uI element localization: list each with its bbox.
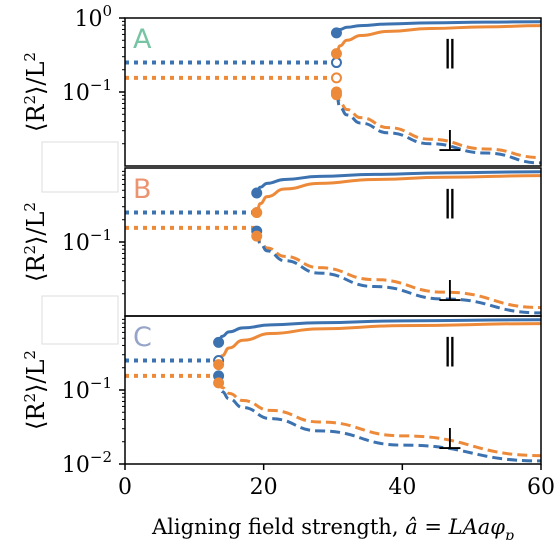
transition-point-orange bbox=[330, 89, 342, 101]
transition-point-orange bbox=[251, 230, 263, 242]
x-tick-label: 40 bbox=[388, 475, 416, 500]
transition-point-blue bbox=[330, 27, 342, 39]
label-spacer bbox=[41, 141, 119, 193]
panel-letter: C bbox=[133, 322, 152, 353]
x-tick-label: 60 bbox=[527, 475, 555, 500]
perpendicular-curve-blue bbox=[217, 375, 541, 463]
y-tick-label: 100 bbox=[74, 2, 112, 32]
panels: A ∥ ⊥ 100 10−1 ⟨R2⟩/L2 B ∥ ⊥ 10−1 ⟨R2⟩/L2 C ∥ ⊥ 10−1 10… bbox=[21, 2, 542, 478]
y-tick-label: 10−1 bbox=[62, 226, 112, 256]
parallel-label: ∥ bbox=[443, 333, 458, 368]
transition-point-blue bbox=[330, 57, 342, 69]
panel-a: A ∥ ⊥ 100 10−1 ⟨R2⟩/L2 bbox=[21, 2, 542, 167]
y-axis-label: ⟨R2⟩/L2 bbox=[21, 350, 50, 430]
plot-area bbox=[125, 170, 541, 315]
parallel-curve-orange bbox=[255, 174, 541, 215]
parallel-curve-blue bbox=[217, 318, 541, 344]
panel-letter: A bbox=[133, 24, 152, 55]
y-tick-label: 10−2 bbox=[62, 448, 112, 478]
transition-point-blue bbox=[213, 336, 225, 348]
perpendicular-label: ⊥ bbox=[437, 124, 463, 159]
transition-point-orange bbox=[251, 207, 263, 219]
parallel-label: ∥ bbox=[443, 185, 458, 220]
perpendicular-curve-orange bbox=[217, 380, 541, 458]
label-spacer bbox=[41, 295, 119, 345]
perpendicular-label: ⊥ bbox=[437, 274, 463, 309]
y-axis-label: ⟨R2⟩/L2 bbox=[21, 52, 50, 132]
x-tick-label: 20 bbox=[250, 475, 278, 500]
transition-point-orange bbox=[330, 72, 342, 84]
y-tick-label: 10−1 bbox=[62, 76, 112, 106]
perpendicular-label: ⊥ bbox=[437, 422, 463, 457]
y-tick-label: 10−1 bbox=[62, 374, 112, 404]
parallel-curve-orange bbox=[335, 24, 541, 56]
panel-frame bbox=[124, 167, 542, 317]
transition-point-orange bbox=[213, 359, 225, 371]
parallel-curve-blue bbox=[256, 170, 541, 195]
plot-area bbox=[125, 20, 541, 165]
transition-point-blue bbox=[251, 187, 263, 199]
parallel-curve-orange bbox=[217, 322, 541, 367]
perpendicular-curve-orange bbox=[334, 90, 541, 160]
perpendicular-curve-orange bbox=[255, 232, 541, 310]
x-axis-label: Aligning field strength, â = LAaφp bbox=[151, 515, 514, 540]
plot-area bbox=[125, 318, 541, 463]
panel-frame bbox=[124, 315, 542, 465]
transition-point-orange bbox=[213, 377, 225, 389]
x-tick-label: 0 bbox=[118, 475, 132, 500]
panel-letter: B bbox=[133, 174, 152, 205]
parallel-label: ∥ bbox=[443, 35, 458, 70]
perpendicular-curve-blue bbox=[334, 93, 541, 165]
panel-b: B ∥ ⊥ 10−1 ⟨R2⟩/L2 bbox=[21, 167, 542, 317]
panel-c: C ∥ ⊥ 10−1 10−2 ⟨R2⟩/L2 bbox=[21, 315, 542, 478]
y-axis-label: ⟨R2⟩/L2 bbox=[21, 202, 50, 282]
axes: 0 20 40 60 Aligning field strength, â = LAaφ… bbox=[41, 141, 555, 540]
transition-point-orange bbox=[330, 48, 342, 60]
